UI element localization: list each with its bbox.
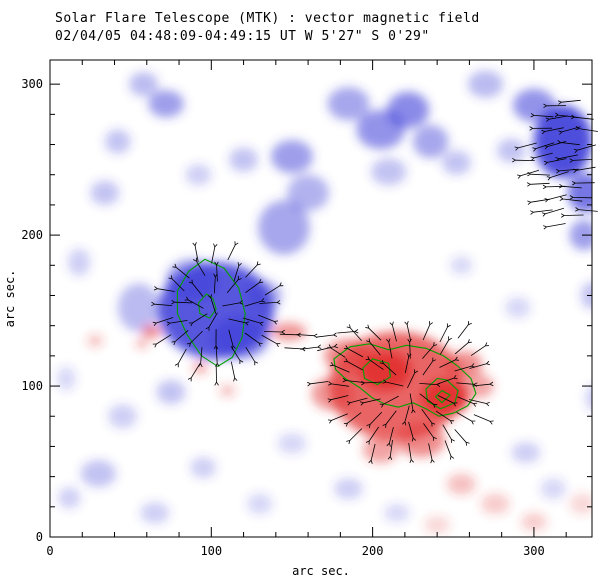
y-axis-title: arc sec.: [3, 270, 17, 328]
svg-text:300: 300: [523, 544, 545, 558]
svg-text:200: 200: [21, 228, 43, 242]
svg-text:0: 0: [46, 544, 53, 558]
tick-label-layer: 00 100 100 200 200 300 300: [21, 77, 544, 558]
plot-subtitle: 02/04/05 04:48:09-04:49:15 UT W 5'27" S …: [55, 29, 430, 44]
x-axis-title: arc sec.: [292, 564, 350, 578]
field-map-layer: [56, 70, 592, 534]
svg-text:200: 200: [362, 544, 384, 558]
svg-text:300: 300: [21, 77, 43, 91]
axes-frame-layer: [49, 59, 593, 538]
polarity-blobs-layer: [56, 70, 592, 534]
contour-layer: [176, 258, 477, 417]
svg-text:100: 100: [21, 379, 43, 393]
vector-field-layer: [151, 99, 598, 464]
plot-title: Solar Flare Telescope (MTK) : vector mag…: [55, 11, 480, 26]
tick-layer: [49, 60, 592, 538]
svg-text:0: 0: [36, 530, 43, 544]
svg-text:100: 100: [200, 544, 222, 558]
